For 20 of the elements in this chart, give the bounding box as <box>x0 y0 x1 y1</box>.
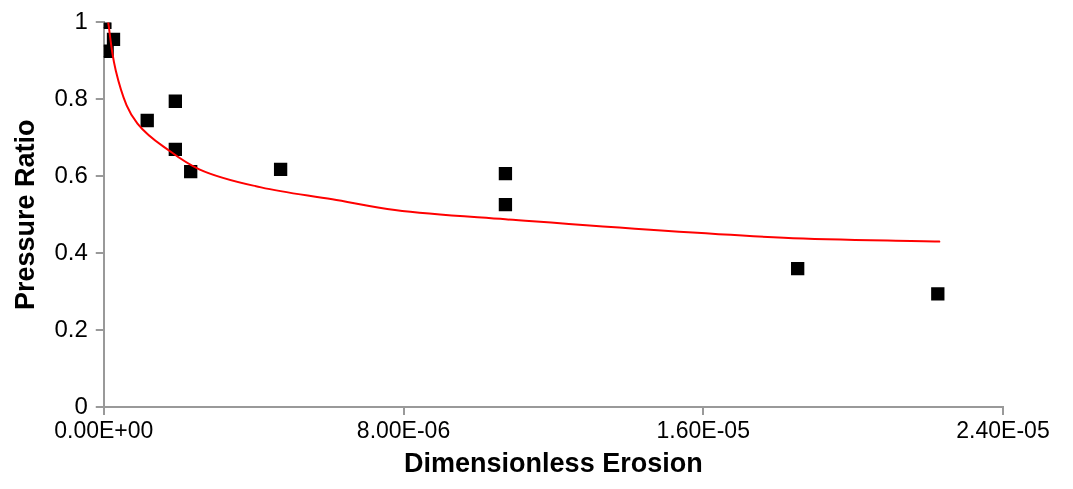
y-tick-label: 0 <box>74 391 88 419</box>
point <box>498 198 513 212</box>
y-tick-label: 0.6 <box>54 160 88 188</box>
x-tick-label: 1.60E-05 <box>656 417 750 444</box>
y-tick-label: 0.2 <box>54 314 88 342</box>
y-tick-label: 1 <box>74 7 88 35</box>
point <box>791 261 805 276</box>
x-tick-label: 0.00E+00 <box>54 417 154 444</box>
point <box>273 162 288 176</box>
point <box>184 164 198 179</box>
point <box>168 94 182 108</box>
x-axis-title: Dimensionless Erosion <box>404 448 703 479</box>
point <box>140 113 154 128</box>
y-tick-label: 0.4 <box>54 237 88 265</box>
x-tick-label: 2.40E-05 <box>956 417 1050 444</box>
y-tick-label: 0.8 <box>54 83 88 111</box>
x-tick-label: 8.00E-06 <box>356 417 451 444</box>
point <box>498 166 513 181</box>
point <box>931 287 945 301</box>
y-axis-title: Pressure Ratio <box>9 119 40 310</box>
